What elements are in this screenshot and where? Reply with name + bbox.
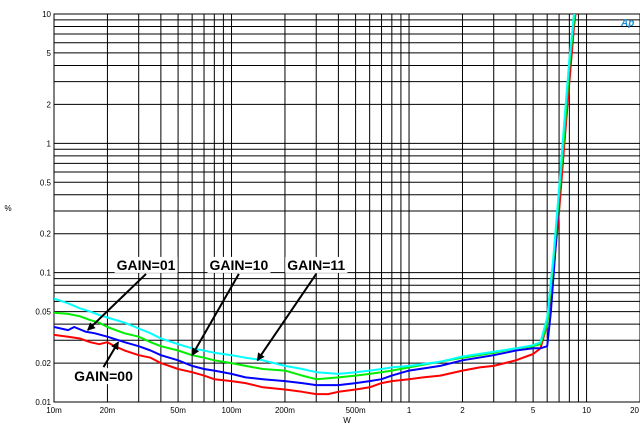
- annotation-gain-00: GAIN=00: [72, 341, 136, 385]
- annotation-arrow: [87, 273, 147, 331]
- x-tick-label: 10m: [46, 406, 62, 415]
- x-tick-label: 200m: [275, 406, 295, 415]
- y-tick-labels: 0.01 0.02 0.05 0.1 0.2 0.5 1 2 5 10: [35, 10, 51, 407]
- x-tick-label: 20: [630, 406, 639, 415]
- y-axis-label: %: [4, 204, 11, 213]
- annotation-label-bg: [72, 368, 136, 385]
- series-line-gain-11: [54, 14, 576, 375]
- annotation-label: GAIN=10: [209, 257, 268, 273]
- annotation-gain-11: GAIN=11: [256, 256, 348, 362]
- annotation-label-bg: [207, 256, 271, 273]
- series-line-gain-10: [54, 14, 577, 381]
- ap-logo: Ap: [620, 18, 634, 29]
- annotation-label: GAIN=01: [117, 257, 176, 273]
- y-tick-label: 5: [47, 49, 52, 58]
- x-tick-label: 10: [582, 406, 591, 415]
- y-tick-label: 0.1: [40, 269, 52, 278]
- annotations: GAIN=01 GAIN=10 GAIN=11 GAIN=00: [72, 256, 348, 385]
- plot-frame: [53, 13, 640, 403]
- y-tick-label: 0.02: [35, 359, 51, 368]
- y-tick-label: 0.05: [35, 308, 51, 317]
- annotation-arrow: [102, 341, 120, 368]
- x-tick-label: 100m: [222, 406, 242, 415]
- y-tick-label: 1: [47, 139, 52, 148]
- x-tick-label: 5: [531, 406, 536, 415]
- x-tick-label: 20m: [100, 406, 116, 415]
- annotation-gain-01: GAIN=01: [87, 256, 178, 331]
- x-tick-labels: 10m 20m 50m 100m 200m 500m 1 2 5 10 20: [46, 406, 639, 415]
- x-axis-label: W: [343, 416, 351, 425]
- x-tick-label: 500m: [346, 406, 366, 415]
- x-tick-label: 2: [460, 406, 465, 415]
- y-tick-label: 0.01: [35, 398, 51, 407]
- annotation-arrow: [256, 273, 318, 362]
- y-tick-label: 0.5: [40, 178, 52, 187]
- annotation-label: GAIN=00: [74, 368, 133, 384]
- y-tick-label: 2: [47, 100, 52, 109]
- x-tick-label: 1: [407, 406, 412, 415]
- y-tick-label: 0.2: [40, 230, 52, 239]
- annotation-label: GAIN=11: [287, 257, 345, 273]
- x-tick-label: 50m: [170, 406, 186, 415]
- series-line-gain-01: [54, 14, 577, 387]
- annotation-gain-10: GAIN=10: [191, 256, 271, 357]
- annotation-label-bg: [285, 256, 348, 273]
- y-tick-label: 10: [42, 10, 51, 19]
- annotation-arrow: [191, 273, 240, 357]
- series-lines: [54, 14, 577, 396]
- annotation-label-bg: [114, 256, 178, 273]
